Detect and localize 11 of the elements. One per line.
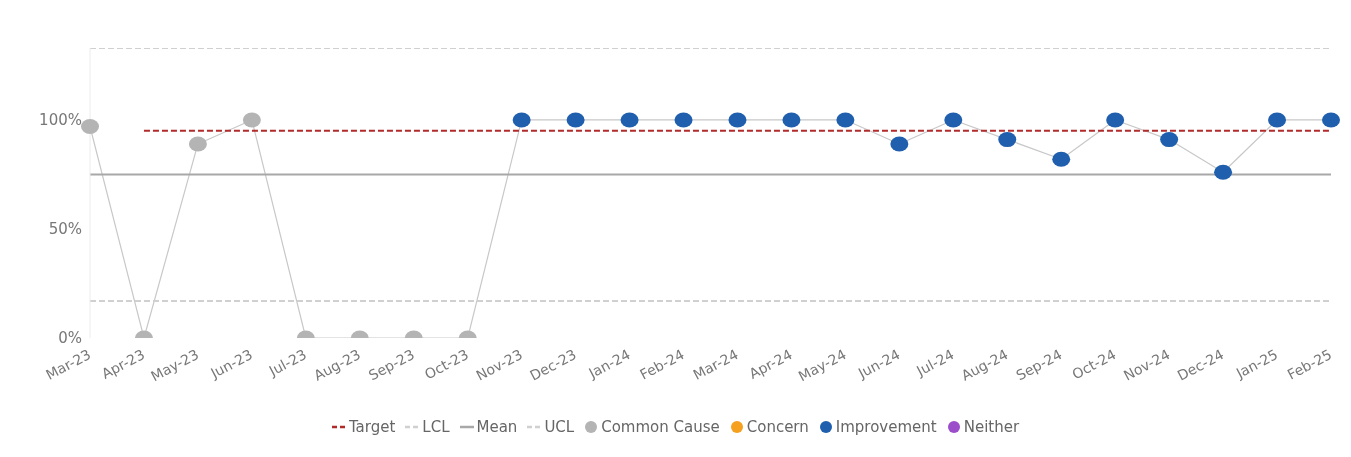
legend-label: LCL	[422, 418, 450, 436]
y-tick-label: 50%	[48, 220, 82, 239]
y-tick-label: 100%	[39, 111, 82, 130]
legend-label: Common Cause	[601, 418, 720, 436]
legend-label: Concern	[746, 418, 809, 436]
legend-label: UCL	[544, 418, 575, 436]
y-tick-label: 0%	[58, 329, 82, 348]
legend-label: Target	[348, 418, 396, 436]
legend-label: Improvement	[835, 418, 937, 436]
legend-label: Mean	[476, 418, 518, 436]
legend-label: Neither	[963, 418, 1020, 436]
